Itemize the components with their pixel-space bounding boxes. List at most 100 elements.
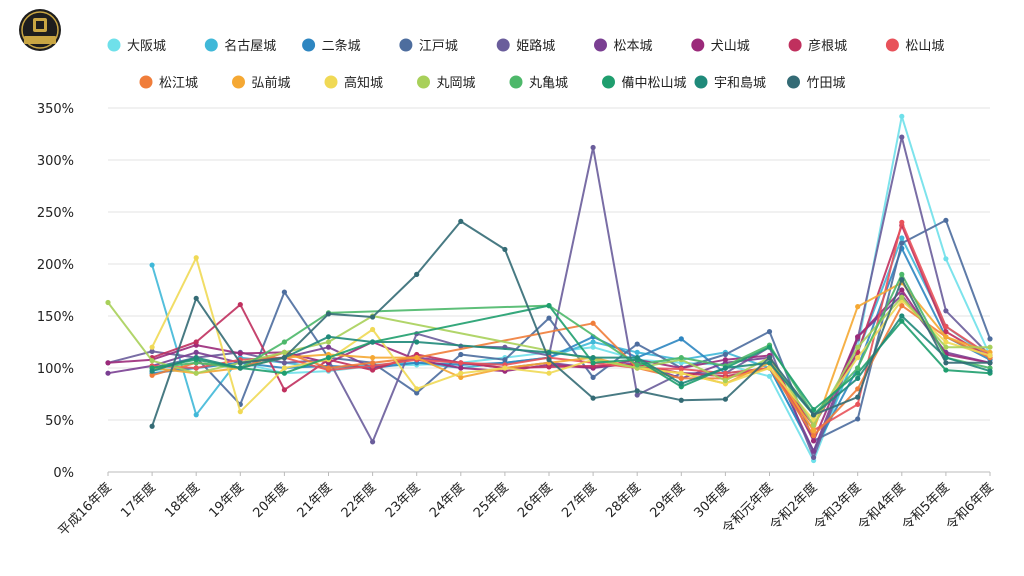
data-point	[678, 336, 684, 342]
data-point	[678, 366, 684, 372]
legend-item: 犬山城	[691, 38, 750, 54]
data-point	[546, 303, 552, 309]
data-point	[855, 375, 861, 381]
legend-label: 彦根城	[808, 38, 847, 54]
data-point	[811, 412, 817, 418]
data-point	[855, 401, 861, 407]
data-point	[325, 339, 332, 345]
data-point	[237, 365, 243, 371]
data-point	[634, 392, 640, 398]
data-point	[899, 113, 905, 119]
series-line	[151, 281, 991, 432]
data-point	[811, 433, 817, 439]
data-point	[325, 311, 332, 317]
x-tick-label: 25年度	[470, 480, 511, 521]
data-point	[193, 295, 199, 301]
data-point	[811, 454, 817, 461]
data-point	[678, 355, 684, 361]
data-point	[634, 362, 640, 368]
data-point	[281, 387, 287, 393]
data-point	[943, 367, 949, 373]
data-point	[634, 388, 640, 394]
data-point	[722, 351, 729, 358]
data-point	[590, 355, 596, 361]
series-line	[151, 220, 990, 427]
legend-swatch	[594, 38, 607, 52]
series-line	[151, 256, 991, 421]
data-point	[678, 375, 684, 381]
data-point	[899, 277, 905, 283]
data-point	[590, 374, 596, 380]
data-point	[193, 339, 199, 345]
data-point	[855, 304, 861, 310]
data-point	[414, 386, 420, 392]
legend-swatch	[787, 75, 800, 89]
data-point	[458, 365, 464, 371]
legend-item: 宇和島城	[694, 75, 766, 91]
y-tick-label: 250%	[37, 206, 74, 221]
data-point	[458, 370, 464, 376]
series	[149, 218, 993, 429]
x-tick-label: 令和2年度	[766, 480, 820, 534]
data-point	[811, 448, 817, 454]
data-point	[987, 352, 993, 359]
legend-label: 二条城	[322, 38, 361, 54]
data-point	[899, 271, 905, 277]
data-point	[281, 370, 287, 376]
y-tick-label: 200%	[37, 258, 74, 273]
data-point	[766, 355, 773, 361]
data-point	[590, 144, 596, 151]
legend-label: 竹田城	[807, 76, 846, 91]
data-point	[899, 313, 905, 319]
data-point	[237, 350, 243, 357]
data-point	[149, 423, 155, 429]
legend-label: 高知城	[344, 75, 383, 91]
x-tick-label: 平成16年度	[55, 480, 115, 540]
data-point	[105, 360, 111, 366]
x-tick-label: 19年度	[206, 480, 247, 521]
legend-label: 姫路城	[516, 38, 555, 54]
data-point	[281, 355, 287, 361]
legend-label: 備中松山城	[622, 75, 687, 91]
data-point	[943, 308, 949, 314]
data-point	[414, 339, 420, 345]
legend-item: 彦根城	[788, 38, 847, 54]
data-point	[766, 365, 773, 371]
data-point	[722, 365, 729, 371]
y-axis: 0% 50% 100% 150% 200% 250% 300% 350%	[37, 102, 74, 481]
legend-label: 江戸城	[419, 39, 458, 54]
data-point	[678, 397, 684, 403]
data-point	[855, 334, 861, 340]
x-tick-label: 令和4年度	[855, 480, 909, 534]
legend-item: 高知城	[324, 75, 383, 91]
legend-item: 大阪城	[107, 38, 166, 54]
data-point	[458, 218, 464, 224]
series-line	[152, 115, 991, 462]
legend-label: 松山城	[905, 39, 944, 54]
legend-label: 大阪城	[127, 39, 166, 54]
data-point	[943, 339, 949, 345]
legend-item: 姫路城	[496, 38, 555, 54]
data-point	[766, 373, 773, 379]
data-point	[546, 349, 552, 355]
data-point	[370, 360, 376, 366]
data-point	[546, 357, 552, 363]
x-tick-label: 20年度	[250, 480, 291, 521]
legend-label: 松江城	[159, 76, 198, 91]
data-point	[546, 370, 552, 376]
data-point	[414, 271, 420, 277]
data-point	[634, 349, 640, 355]
data-point	[370, 339, 376, 345]
y-tick-label: 150%	[37, 310, 74, 325]
data-point	[237, 301, 243, 308]
data-point	[458, 360, 464, 366]
data-point	[855, 355, 861, 361]
data-point	[855, 370, 861, 376]
data-point	[281, 349, 287, 355]
data-point	[634, 355, 640, 361]
legend-swatch	[107, 38, 121, 52]
legend-item: 備中松山城	[602, 75, 687, 91]
data-point	[193, 255, 199, 261]
x-tick-label: 29年度	[647, 480, 688, 521]
